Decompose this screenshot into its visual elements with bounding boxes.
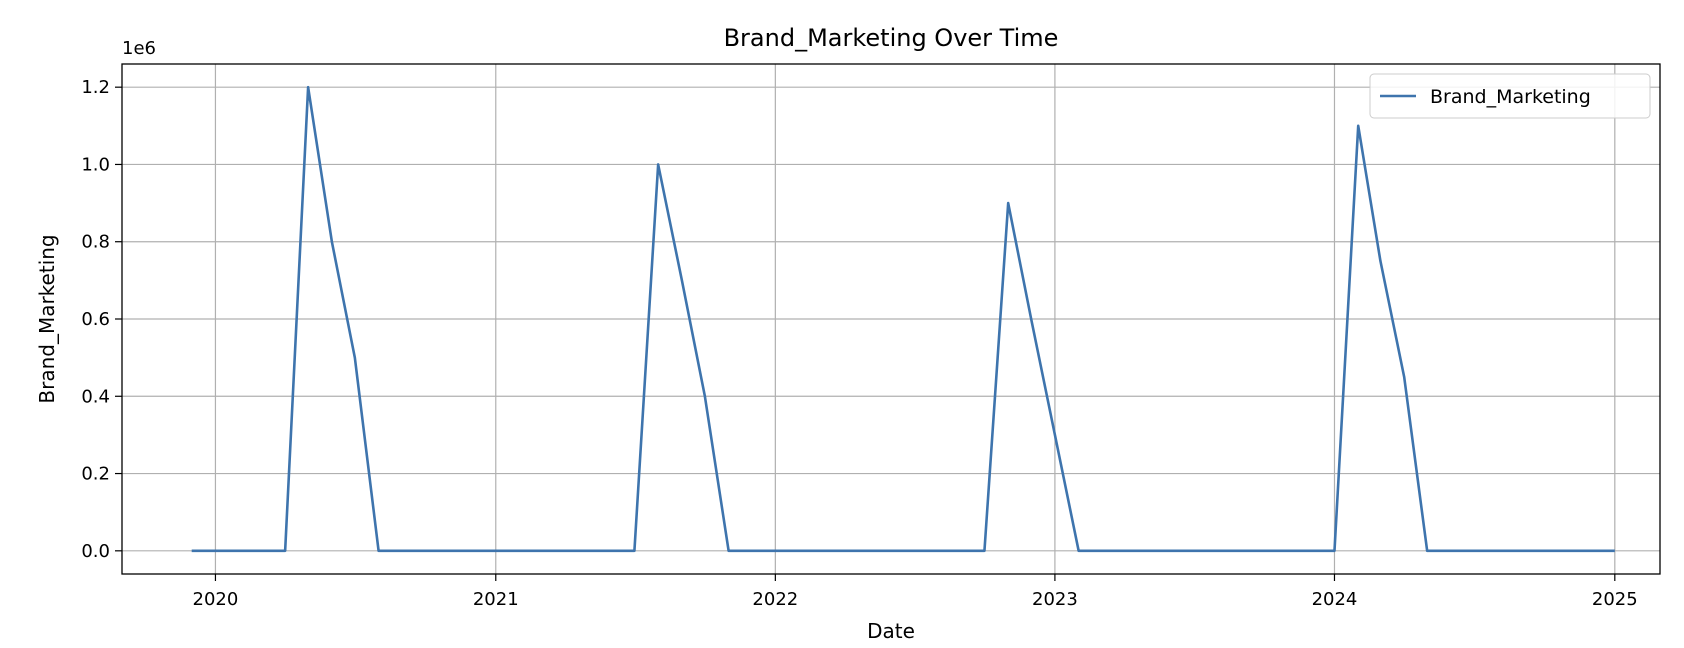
grid bbox=[122, 64, 1660, 574]
legend-label: Brand_Marketing bbox=[1430, 86, 1591, 108]
x-tick-label: 2021 bbox=[473, 589, 519, 610]
x-tick-label: 2024 bbox=[1312, 589, 1358, 610]
series-layer bbox=[191, 85, 1615, 553]
y-offset-label: 1e6 bbox=[122, 38, 156, 59]
legend: Brand_Marketing bbox=[1369, 73, 1651, 119]
chart-title: Brand_Marketing Over Time bbox=[724, 24, 1059, 52]
y-tick-label: 0.0 bbox=[81, 541, 110, 562]
x-axis-title: Date bbox=[867, 619, 915, 643]
y-tick-label: 0.2 bbox=[81, 464, 110, 485]
y-tick-label: 1.0 bbox=[81, 154, 110, 175]
legend-box bbox=[1369, 73, 1651, 119]
x-tick-label: 2025 bbox=[1592, 589, 1638, 610]
x-tick-label: 2023 bbox=[1032, 589, 1078, 610]
y-axis-title: Brand_Marketing bbox=[35, 234, 59, 403]
y-tick-label: 1.2 bbox=[81, 77, 110, 98]
y-tick-label: 0.4 bbox=[81, 386, 110, 407]
y-tick-label: 0.8 bbox=[81, 232, 110, 253]
series-line bbox=[191, 85, 1615, 553]
axis-ticks: 2020 2021 2022 2023 2024 2025 0.0 0.2 0.4 0.6 0.8 1… bbox=[81, 77, 1637, 610]
x-tick-label: 2022 bbox=[752, 589, 798, 610]
y-tick-label: 0.6 bbox=[81, 309, 110, 330]
x-tick-label: 2020 bbox=[193, 589, 239, 610]
